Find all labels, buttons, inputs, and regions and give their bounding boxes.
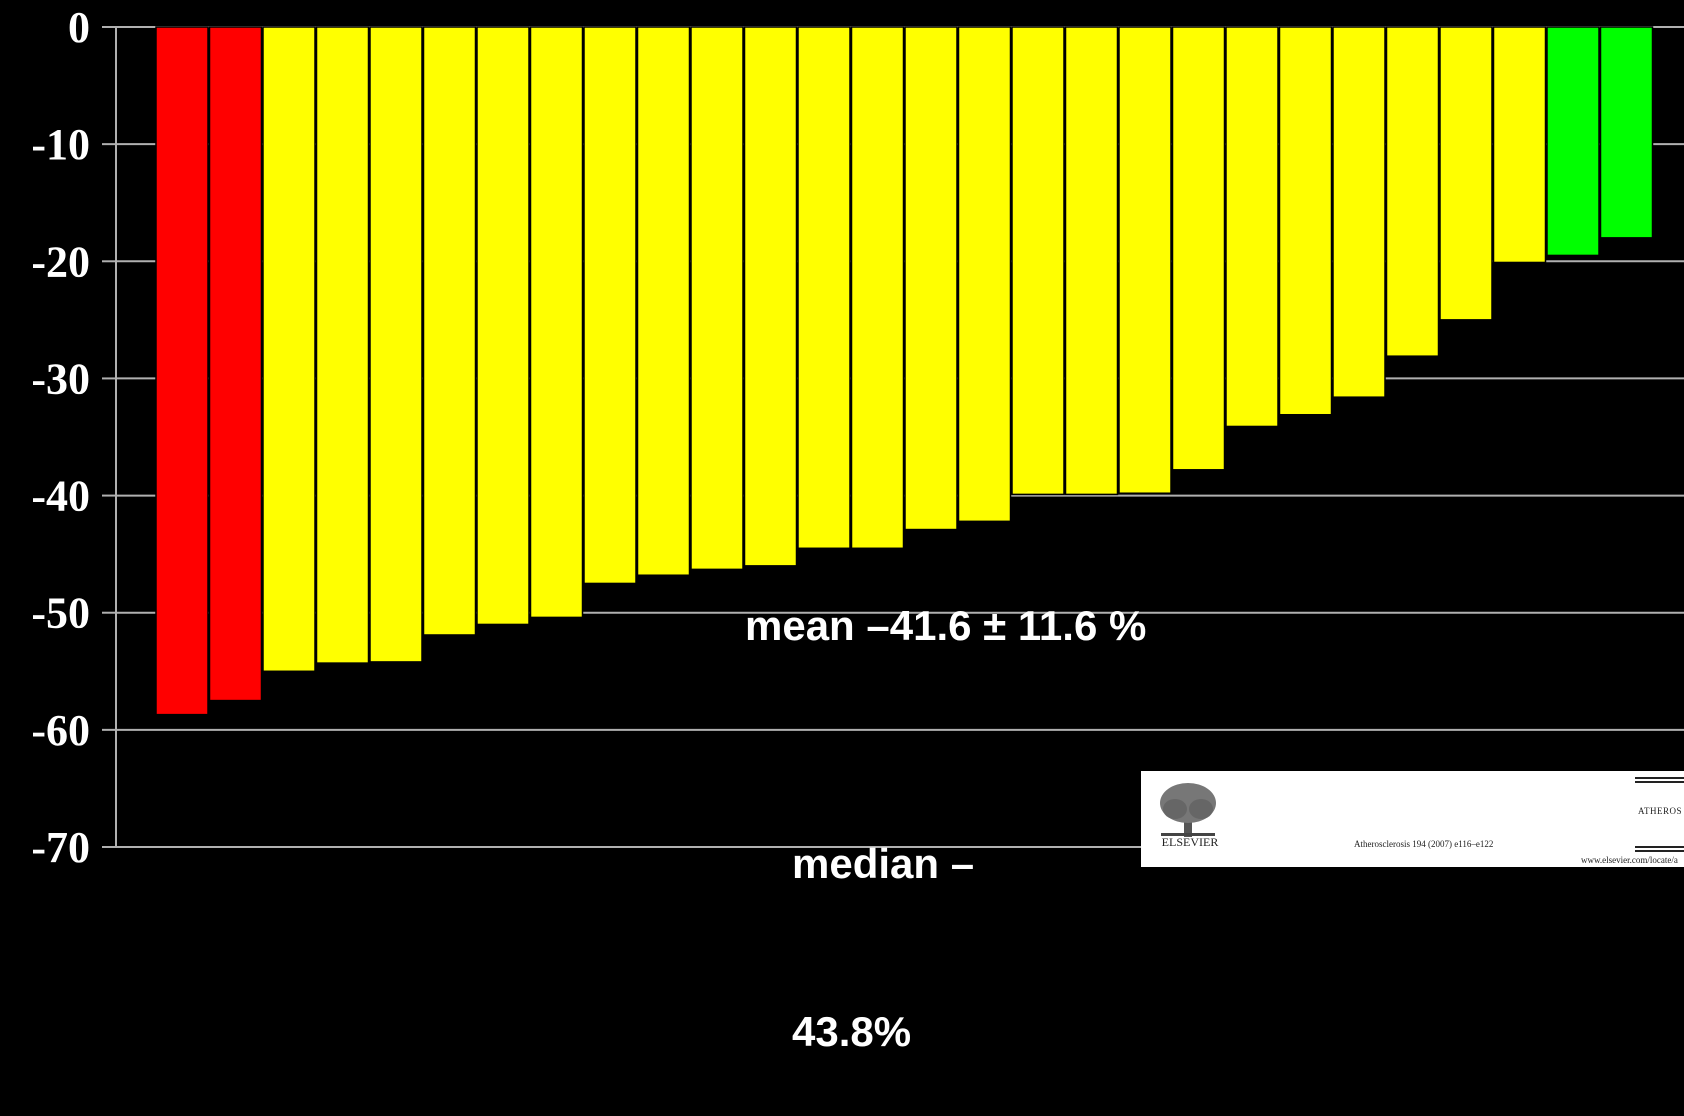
median-annotation-line1: median – (792, 840, 975, 887)
bar (1064, 26, 1119, 496)
median-annotation-line2: 43.8% (792, 1008, 912, 1055)
bar (155, 26, 209, 716)
bar (529, 26, 584, 619)
mean-annotation: mean –41.6 ± 11.6 % (745, 602, 1147, 649)
bar (1011, 26, 1065, 496)
bar (422, 26, 477, 636)
bar (743, 26, 798, 567)
y-tick-label: 0 (68, 3, 90, 52)
bar (904, 26, 958, 531)
bar (1492, 26, 1547, 264)
header-rule-top (1635, 777, 1684, 779)
y-tick-label: -60 (31, 706, 90, 755)
bar (1225, 26, 1279, 428)
bar (1439, 26, 1493, 321)
bar (1546, 26, 1600, 257)
bar (315, 26, 370, 664)
y-tick-label: -10 (31, 120, 90, 169)
journal-citation-header: ELSEVIER Atherosclerosis 194 (2007) e116… (1141, 771, 1684, 867)
median-annotation: median – 43.8% (792, 724, 974, 1116)
y-tick-label: -50 (31, 589, 90, 638)
journal-url: www.elsevier.com/locate/a (1581, 855, 1678, 865)
journal-title: ATHEROS (1638, 806, 1683, 816)
bar (797, 26, 851, 550)
bar (262, 26, 316, 673)
bar (208, 26, 263, 702)
journal-reference: Atherosclerosis 194 (2007) e116–e122 (1354, 839, 1494, 849)
y-tick-label: -40 (31, 472, 90, 521)
bar (690, 26, 744, 571)
bar (1171, 26, 1226, 471)
header-rule-bottom (1635, 846, 1684, 848)
y-tick-label: -20 (31, 237, 90, 286)
publisher-name: ELSEVIER (1161, 835, 1219, 849)
bar (636, 26, 691, 576)
bar (1332, 26, 1386, 398)
bar (1385, 26, 1440, 357)
header-rule-bottom-2 (1635, 850, 1684, 852)
y-tick-label: -70 (31, 823, 90, 867)
bar (583, 26, 637, 585)
bars (155, 26, 1654, 716)
bar-chart: 0 -10 -20 -30 -40 -50 -60 -70 (31, 3, 1684, 867)
bar (1118, 26, 1172, 494)
elsevier-tree-logo (1160, 783, 1216, 837)
bar (476, 26, 530, 626)
header-rule-top-2 (1635, 781, 1684, 783)
y-tick-label: -30 (31, 354, 90, 403)
y-axis: 0 -10 -20 -30 -40 -50 -60 -70 (31, 3, 117, 867)
bar (369, 26, 423, 663)
bar (957, 26, 1012, 523)
bar (1599, 26, 1654, 239)
bar (1278, 26, 1333, 416)
bar (850, 26, 905, 550)
